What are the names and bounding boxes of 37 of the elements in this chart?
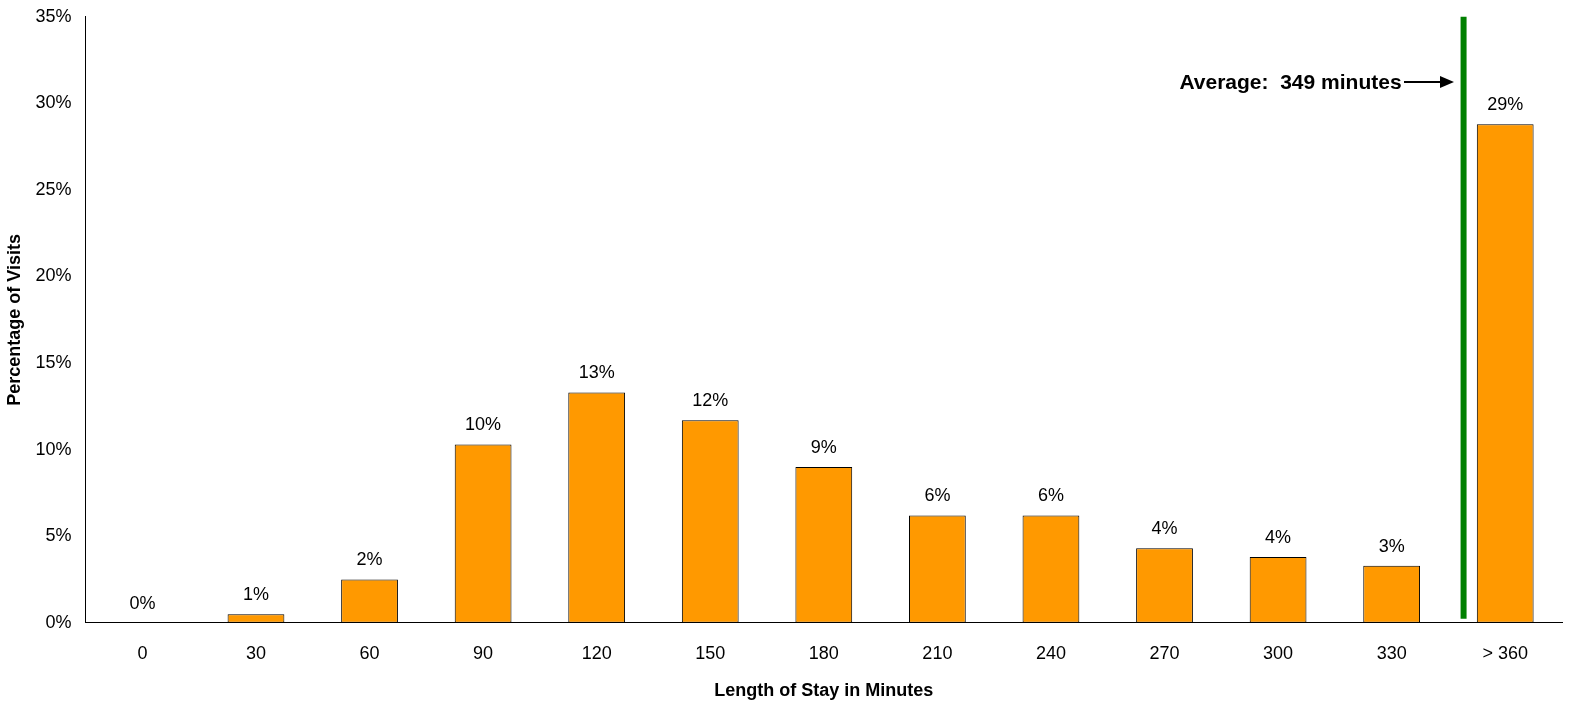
y-tick-label: 25% [35,178,72,199]
data-label: 12% [692,390,729,411]
data-label: 1% [242,584,269,605]
x-tick-label: 330 [1376,642,1407,663]
y-axis-title: Percentage of Visits [3,233,24,406]
x-tick-label: 0 [137,642,148,663]
y-tick-label: 35% [35,5,72,26]
y-tick-label: 15% [35,352,72,373]
y-tick-label: 5% [45,525,72,546]
data-label: 13% [578,362,615,383]
y-tick-label: 10% [35,438,72,459]
x-tick-label: 150 [695,642,726,663]
y-tick-label: 0% [45,611,72,632]
data-label: 4% [1265,526,1292,547]
x-axis-title: Length of Stay in Minutes [714,680,934,701]
data-label: 9% [810,436,837,457]
data-label: 2% [356,549,383,570]
x-tick-label: 270 [1149,642,1180,663]
y-tick-label: 30% [35,92,72,113]
x-tick-label: 210 [922,642,953,663]
data-label: 29% [1487,94,1524,115]
x-tick-label: 120 [581,642,612,663]
x-tick-label: 300 [1263,642,1294,663]
x-tick-label: 90 [473,642,494,663]
data-label: 6% [924,485,951,506]
data-label: 6% [1037,485,1064,506]
y-tick-label: 20% [35,265,72,286]
data-label: 10% [465,414,502,435]
x-tick-label: > 360 [1482,642,1528,663]
data-label: 3% [1378,535,1405,556]
x-tick-label: 60 [359,642,380,663]
x-tick-label: 30 [245,642,266,663]
data-label: 0% [129,592,156,613]
data-label: 4% [1151,518,1178,539]
x-tick-label: 180 [808,642,839,663]
ref-line-label: Average: 349 minutes [1179,69,1402,93]
x-tick-label: 240 [1035,642,1066,663]
